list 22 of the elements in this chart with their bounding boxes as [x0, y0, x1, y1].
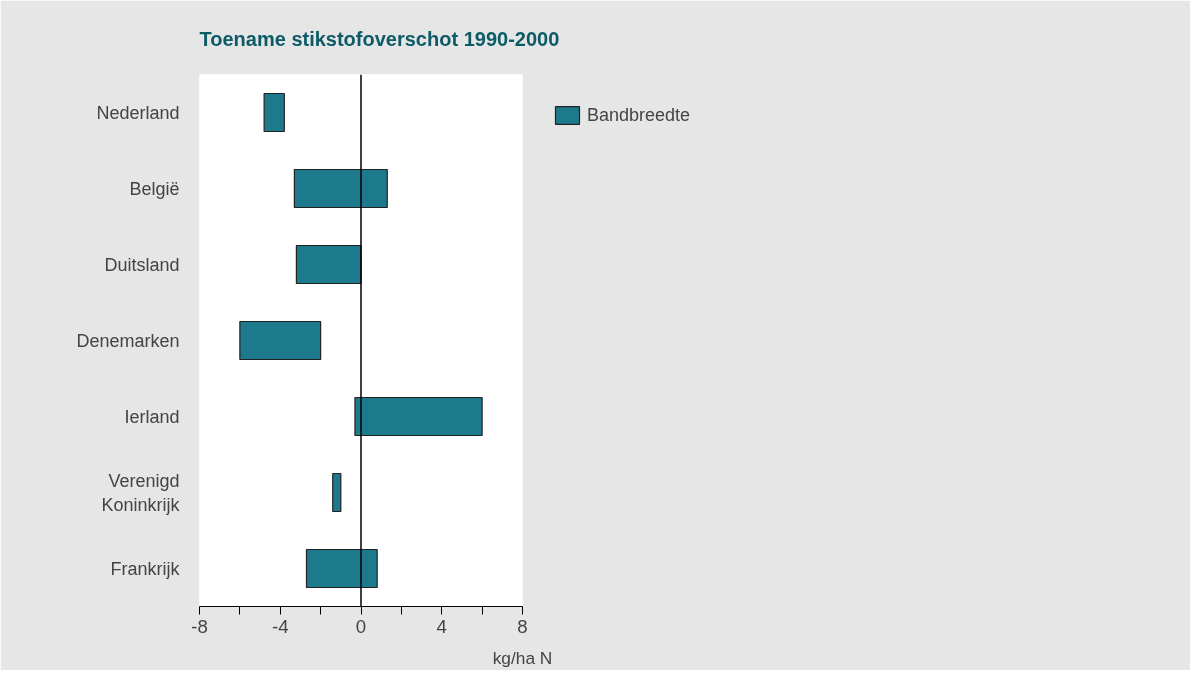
x-tick-label: 4	[436, 615, 447, 637]
x-axis-title: kg/ha N	[492, 647, 553, 668]
bar	[239, 320, 322, 361]
bar	[263, 92, 285, 133]
x-tick-label: 0	[355, 615, 367, 637]
y-tick-label: Nederland	[96, 102, 180, 123]
x-tick-label: -4	[271, 615, 289, 637]
chart-title: Toename stikstofoverschot 1990-2000	[199, 27, 560, 50]
y-tick-label: Frankrijk	[110, 558, 181, 579]
bar	[332, 472, 342, 513]
bar	[295, 244, 362, 285]
bar	[354, 396, 483, 437]
y-tick-label: Ierland	[124, 406, 180, 427]
legend-label: Bandbreedte	[587, 104, 691, 126]
y-tick-label: België	[129, 178, 180, 199]
bar	[305, 548, 378, 589]
y-tick-label: Verenigd Koninkrijk	[101, 470, 181, 515]
x-tick-label: 8	[517, 615, 528, 637]
bar	[293, 168, 388, 209]
y-tick-label: Duitsland	[104, 254, 180, 275]
x-tick-label: -8	[191, 615, 208, 637]
y-tick-label: Denemarken	[76, 330, 180, 351]
